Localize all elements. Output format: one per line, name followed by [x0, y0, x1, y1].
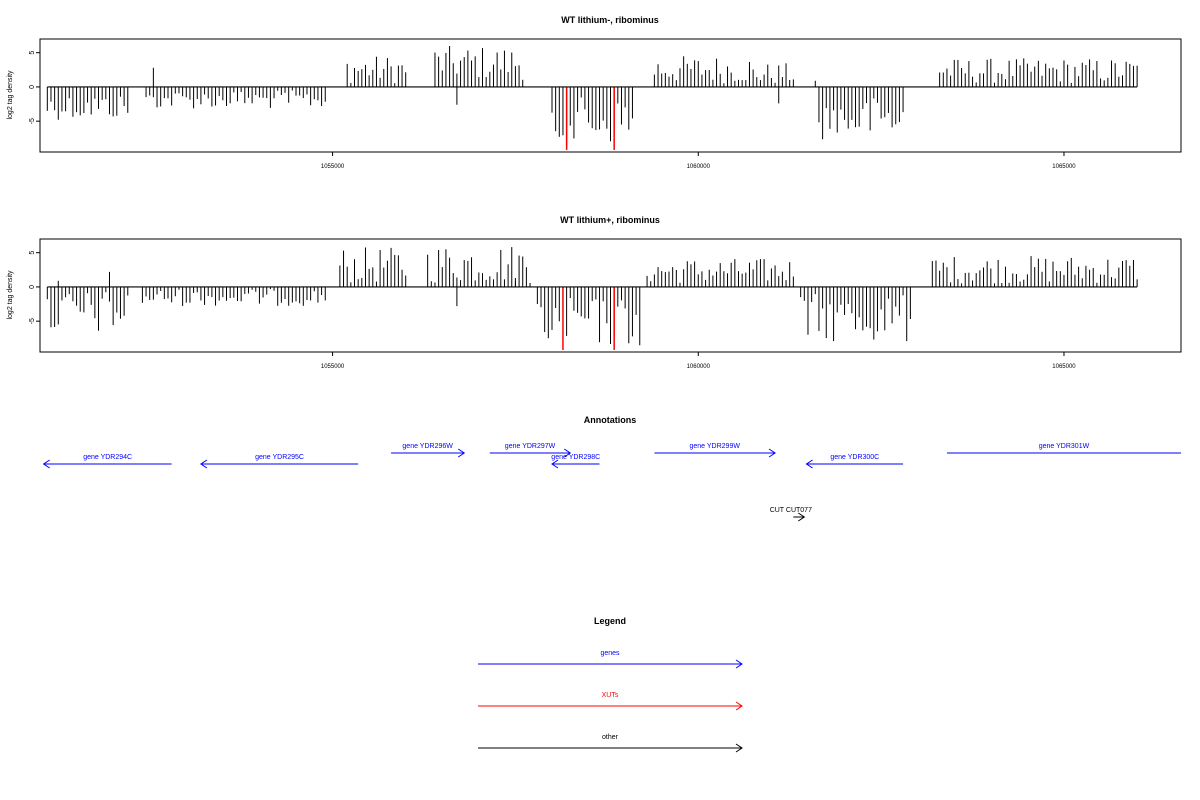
x-tick-label: 1055000 — [321, 364, 345, 370]
y-tick-label: 0 — [29, 285, 36, 289]
annotation-label: gene YDR296W — [402, 443, 453, 450]
legend-title: Legend — [594, 616, 626, 626]
annotation-label: gene YDR299W — [689, 443, 740, 450]
legend-entry: XUTs — [478, 692, 743, 711]
x-tick-label: 1060000 — [687, 364, 711, 370]
arrowhead-left — [200, 459, 208, 469]
legend-entry: genes — [478, 650, 743, 669]
track-panel-lithium-plus: WT lithium+, ribominus log2 tag density … — [7, 215, 1182, 370]
annotation-label: gene YDR295C — [255, 454, 304, 461]
annotations-track: Annotations gene YDR294C gene YDR295C gene… — [42, 415, 1181, 522]
y-axis-label: log2 tag density — [7, 70, 14, 120]
panel-title: WT lithium-, ribominus — [561, 15, 659, 25]
arrowhead-left — [805, 459, 813, 469]
arrowhead-right — [798, 512, 806, 522]
annotation-feature[interactable]: gene YDR298C — [551, 454, 600, 469]
y-tick-label: -5 — [29, 318, 36, 324]
legend-label: genes — [600, 650, 620, 657]
density-bars — [46, 247, 1138, 350]
annotation-label: gene YDR294C — [83, 454, 132, 461]
x-tick-label: 1060000 — [687, 164, 711, 170]
arrowhead-right — [563, 448, 572, 458]
arrowhead-right — [768, 448, 776, 458]
legend: Legend genes XUTs other — [478, 616, 743, 753]
annotation-feature[interactable]: gene YDR301W — [946, 443, 1181, 454]
plot-frame — [39, 38, 1182, 153]
y-tick-label: 5 — [29, 251, 36, 255]
density-bars — [46, 46, 1138, 150]
annotation-feature[interactable]: gene YDR300C — [805, 454, 904, 469]
arrowhead-left — [551, 459, 559, 469]
annotation-label: gene YDR300C — [830, 454, 879, 461]
annotation-feature[interactable]: gene YDR296W — [391, 443, 466, 458]
arrowhead-right — [457, 448, 466, 458]
x-tick-label: 1055000 — [321, 164, 345, 170]
y-tick-label: 0 — [29, 85, 36, 89]
track-panel-lithium-minus: WT lithium-, ribominus log2 tag density … — [7, 15, 1182, 170]
annotations-title: Annotations — [584, 415, 637, 425]
x-tick-label: 1065000 — [1052, 164, 1076, 170]
annotation-label: gene YDR297W — [505, 443, 556, 450]
legend-entry: other — [478, 734, 743, 753]
arrowhead-left — [42, 459, 50, 469]
annotation-feature[interactable]: gene YDR295C — [200, 454, 359, 469]
annotation-feature[interactable]: gene YDR294C — [42, 454, 172, 469]
x-tick-label: 1065000 — [1052, 364, 1076, 370]
annotation-feature[interactable]: gene YDR299W — [654, 443, 776, 458]
annotation-feature[interactable]: CUT CUT077 — [770, 507, 812, 522]
legend-label: XUTs — [602, 692, 619, 699]
legend-arrowhead — [735, 659, 743, 669]
y-tick-label: -5 — [29, 118, 36, 124]
legend-arrowhead — [735, 743, 743, 753]
axis-ticks: -5 0 5 1055000 1060000 1065000 — [29, 51, 1076, 170]
annotation-label: gene YDR301W — [1039, 443, 1090, 450]
annotation-label: CUT CUT077 — [770, 507, 812, 514]
panel-title: WT lithium+, ribominus — [560, 215, 660, 225]
legend-arrowhead — [735, 701, 743, 711]
annotation-feature[interactable]: gene YDR297W — [489, 443, 572, 458]
y-tick-label: 5 — [29, 51, 36, 55]
plot-frame — [39, 238, 1182, 353]
legend-label: other — [602, 734, 619, 741]
axis-ticks: -5 0 5 1055000 1060000 1065000 — [29, 251, 1076, 370]
y-axis-label: log2 tag density — [7, 270, 14, 320]
annotation-label: gene YDR298C — [551, 454, 600, 461]
